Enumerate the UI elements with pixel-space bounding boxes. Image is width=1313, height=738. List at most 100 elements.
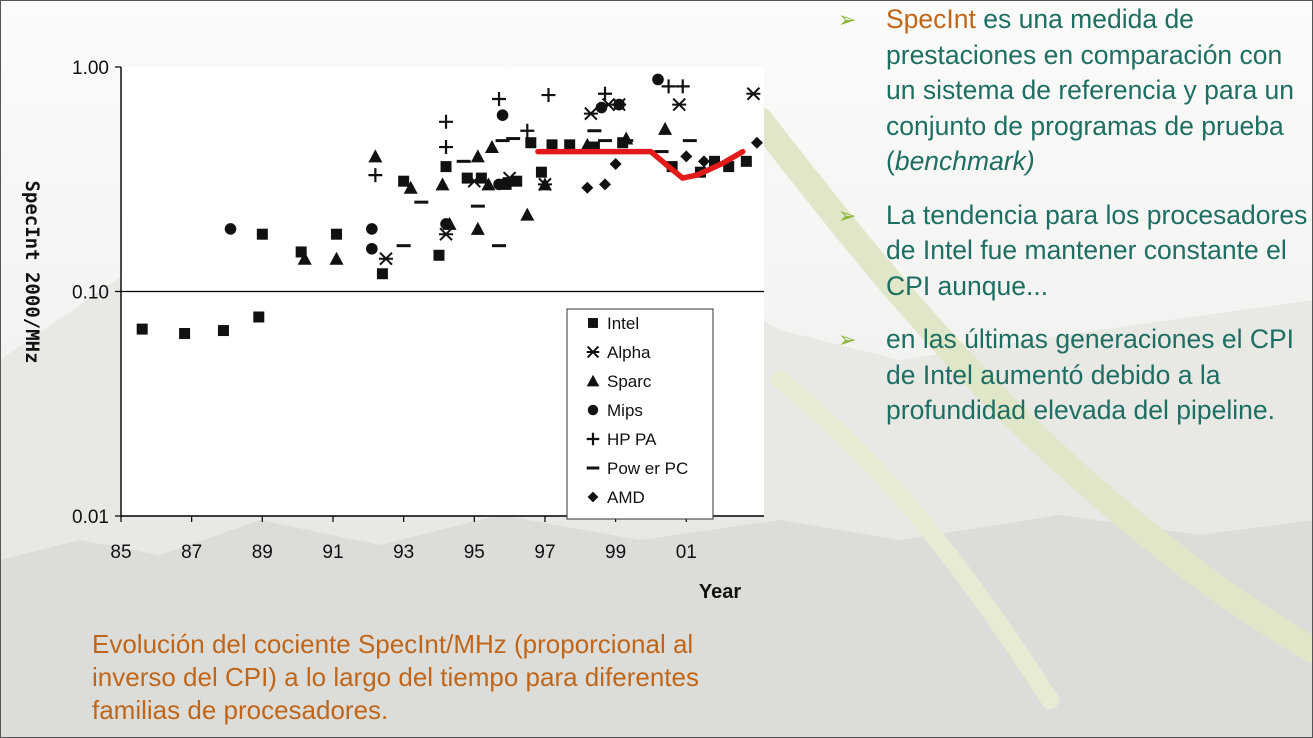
y-axis-label: SpecInt 2000/MHz: [21, 180, 43, 363]
bullet-text: en las últimas generaciones el CPI de In…: [886, 324, 1295, 425]
bullet-item: ➢ SpecInt es una medida de prestaciones e…: [838, 2, 1308, 180]
data-point-star: [439, 227, 454, 241]
data-point-circle: [496, 109, 509, 121]
data-point-square: [433, 249, 445, 261]
y-tick-label: 0.10: [72, 283, 109, 304]
legend-marker-star: [586, 345, 600, 359]
data-point-plus: [492, 92, 507, 107]
legend-label: Pow er PC: [607, 459, 688, 478]
data-point-square: [588, 141, 600, 153]
data-point-diamond: [609, 157, 622, 170]
data-point-triangle: [403, 180, 418, 194]
data-point-square: [179, 328, 191, 340]
bullet-text: La tendencia para los procesadores de In…: [886, 199, 1308, 301]
data-point-circle: [493, 178, 505, 191]
x-tick-label: 01: [676, 542, 697, 563]
data-point-star: [467, 174, 482, 188]
data-point-square: [440, 161, 452, 173]
figure-caption: Evolución del cociente SpecInt/MHz (prop…: [92, 629, 699, 725]
data-point-circle: [224, 223, 237, 235]
data-point-diamond: [680, 150, 693, 163]
data-point-triangle: [537, 177, 552, 191]
arrow-bullet-icon: ➢: [838, 202, 857, 228]
data-point-square: [295, 246, 307, 258]
data-point-square: [511, 175, 523, 187]
legend-label: Alpha: [607, 343, 651, 362]
data-point-square: [564, 139, 576, 151]
bullet-italic: benchmark): [894, 146, 1035, 176]
data-point-square: [256, 228, 268, 240]
data-point-square: [331, 228, 343, 240]
x-tick-label: 85: [110, 542, 131, 563]
data-point-plus: [598, 86, 613, 101]
data-point-plus: [439, 140, 454, 155]
data-point-circle: [366, 223, 378, 235]
arrow-bullet-icon: ➢: [838, 327, 857, 352]
data-point-diamond: [750, 136, 763, 149]
data-point-square: [475, 172, 487, 184]
data-point-plus: [439, 114, 454, 129]
data-point-triangle: [580, 137, 595, 151]
x-tick-label: 89: [252, 542, 273, 563]
data-point-diamond: [599, 178, 612, 191]
bullet-item: ➢ La tendencia para los procesadores de I…: [838, 198, 1308, 305]
data-point-circle: [613, 98, 625, 111]
data-point-star: [378, 251, 393, 266]
data-point-square: [136, 323, 148, 335]
data-point-triangle: [435, 177, 450, 191]
y-tick-label: 0.01: [72, 507, 109, 528]
data-point-triangle: [368, 149, 383, 163]
decorative-swirl: [747, 107, 1313, 663]
data-point-square: [217, 325, 229, 337]
data-point-star: [502, 171, 517, 185]
legend-marker-plus: [586, 432, 600, 446]
legend-label: HP PA: [607, 430, 657, 449]
data-point-square: [546, 139, 558, 151]
intel-trend-line: [535, 148, 746, 181]
data-point-square: [398, 175, 410, 187]
data-point-diamond: [581, 181, 594, 194]
decorative-swirl-2: [771, 371, 1059, 709]
legend-label: Mips: [607, 401, 643, 420]
bullet-text: es una medida de prestaciones en compara…: [886, 4, 1295, 176]
data-point-square: [525, 137, 537, 149]
data-point-diamond: [697, 155, 710, 168]
arrow-bullet-icon: ➢: [838, 7, 857, 32]
data-point-triangle: [658, 121, 673, 135]
bullet-item: ➢ en las últimas generaciones el CPI de I…: [838, 322, 1308, 429]
x-tick-label: 99: [605, 542, 626, 563]
bullet-list: ➢ SpecInt es una medida de prestaciones e…: [838, 2, 1308, 447]
x-tick-label: 97: [534, 542, 555, 563]
data-point-triangle: [329, 251, 344, 265]
data-point-square: [740, 155, 752, 167]
data-point-square: [253, 311, 265, 323]
data-point-square: [500, 178, 512, 190]
x-tick-label: 91: [322, 542, 343, 563]
data-point-star: [583, 106, 598, 121]
city-silhouette: [0, 515, 1313, 738]
data-point-circle: [440, 218, 452, 230]
data-point-circle: [595, 101, 608, 114]
chart: 1.00 0.10 0.01 85 87 89 91 93 95 97 99 01 Year SpecIn…: [0, 0, 780, 620]
data-point-plus: [675, 79, 690, 94]
data-point-square: [723, 161, 735, 173]
data-point-square: [461, 172, 473, 184]
data-point-triangle: [470, 221, 485, 235]
data-point-square: [535, 166, 547, 178]
x-tick-label: 87: [181, 542, 202, 563]
legend-label: Intel: [607, 314, 639, 333]
legend-marker-square: [588, 318, 598, 328]
data-point-triangle: [297, 251, 312, 265]
data-point-circle: [366, 242, 378, 255]
legend-marker-circle: [587, 404, 599, 416]
data-point-square: [709, 155, 721, 167]
x-axis-label: Year: [699, 581, 741, 603]
bullet-highlight: SpecInt: [886, 4, 976, 34]
data-point-plus: [541, 88, 556, 103]
legend-marker-triangle: [586, 374, 600, 387]
data-point-plus: [520, 123, 535, 138]
data-point-circle: [652, 73, 664, 86]
x-tick-label: 95: [464, 542, 485, 563]
data-point-triangle: [470, 149, 485, 163]
